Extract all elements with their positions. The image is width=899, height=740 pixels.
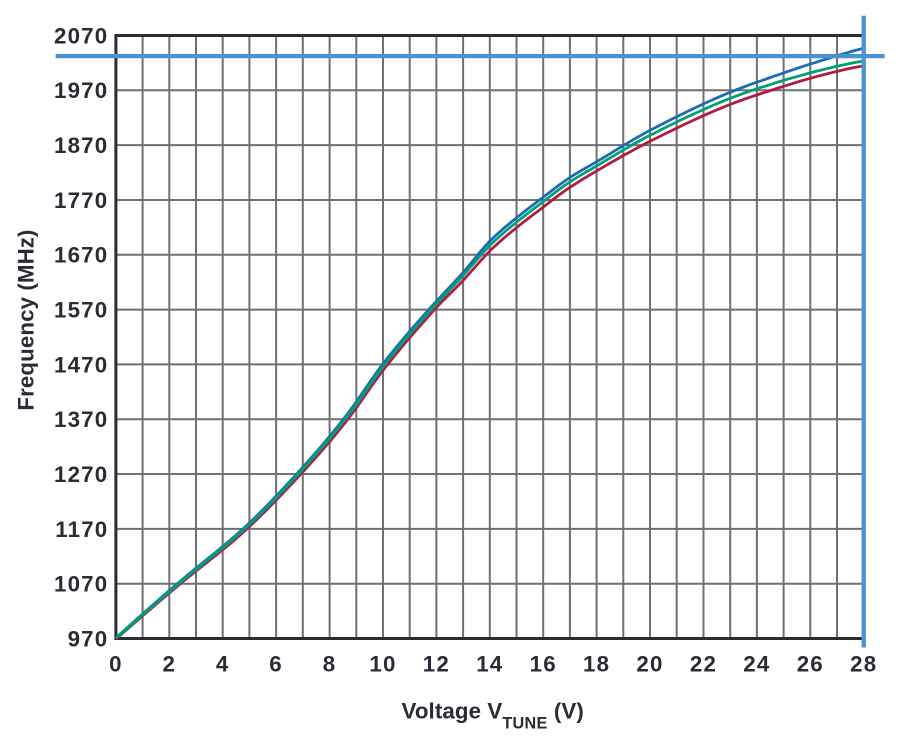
svg-text:1770: 1770 bbox=[54, 188, 108, 213]
svg-text:24: 24 bbox=[743, 651, 770, 676]
svg-text:1870: 1870 bbox=[54, 133, 108, 158]
svg-text:6: 6 bbox=[269, 651, 283, 676]
svg-text:14: 14 bbox=[476, 651, 503, 676]
svg-text:16: 16 bbox=[530, 651, 557, 676]
svg-text:1370: 1370 bbox=[54, 407, 108, 432]
svg-text:970: 970 bbox=[68, 626, 109, 651]
svg-text:22: 22 bbox=[690, 651, 717, 676]
svg-text:18: 18 bbox=[583, 651, 610, 676]
svg-text:20: 20 bbox=[636, 651, 663, 676]
svg-text:2: 2 bbox=[162, 651, 176, 676]
svg-text:26: 26 bbox=[797, 651, 824, 676]
svg-text:8: 8 bbox=[323, 651, 337, 676]
svg-text:12: 12 bbox=[423, 651, 450, 676]
svg-text:4: 4 bbox=[216, 651, 230, 676]
svg-text:10: 10 bbox=[369, 651, 396, 676]
svg-text:28: 28 bbox=[850, 651, 877, 676]
svg-text:1670: 1670 bbox=[54, 243, 108, 268]
svg-text:1470: 1470 bbox=[54, 352, 108, 377]
svg-text:1970: 1970 bbox=[54, 78, 108, 103]
svg-text:2070: 2070 bbox=[54, 23, 108, 48]
svg-text:1070: 1070 bbox=[54, 572, 108, 597]
svg-text:1270: 1270 bbox=[54, 462, 108, 487]
svg-text:0: 0 bbox=[109, 651, 123, 676]
svg-text:1570: 1570 bbox=[54, 298, 108, 323]
svg-text:Frequency (MHz): Frequency (MHz) bbox=[14, 229, 39, 410]
svg-text:1170: 1170 bbox=[55, 517, 108, 542]
